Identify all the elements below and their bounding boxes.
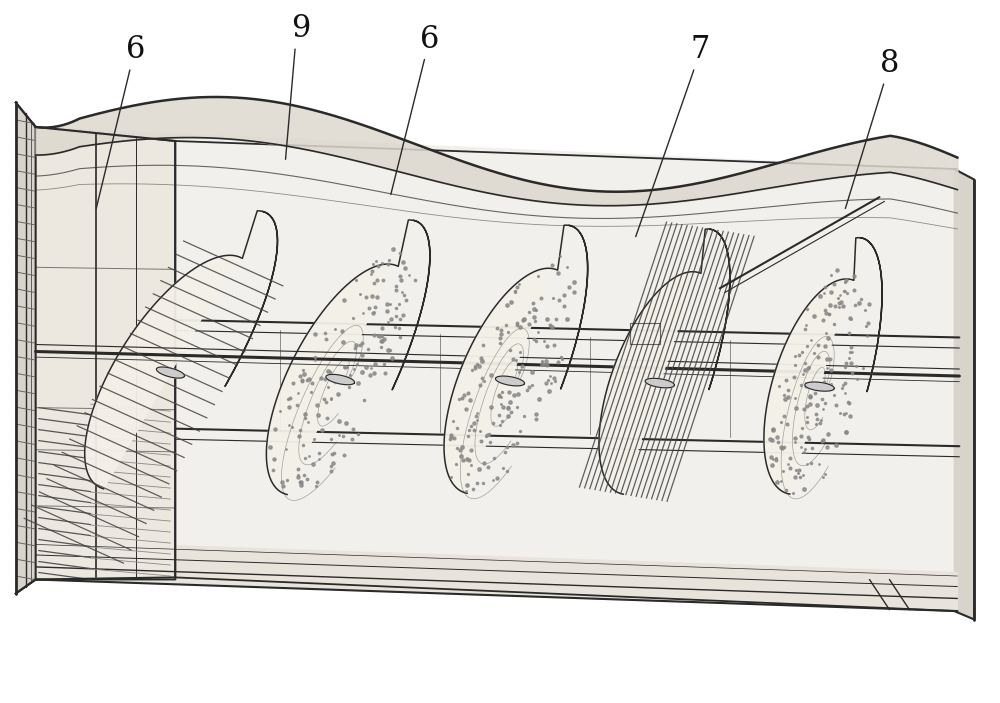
Polygon shape [36, 541, 957, 611]
Polygon shape [85, 211, 277, 489]
Polygon shape [599, 229, 730, 494]
Polygon shape [954, 169, 974, 619]
Polygon shape [444, 225, 588, 494]
Polygon shape [645, 378, 674, 388]
Text: 6: 6 [126, 34, 145, 65]
Polygon shape [805, 382, 834, 391]
Polygon shape [36, 127, 959, 611]
Polygon shape [495, 376, 525, 386]
Polygon shape [326, 375, 355, 385]
Text: 8: 8 [880, 49, 899, 79]
Polygon shape [764, 238, 882, 494]
Text: 9: 9 [291, 13, 310, 44]
Polygon shape [156, 367, 185, 378]
Polygon shape [16, 103, 36, 593]
Text: 7: 7 [690, 34, 709, 65]
Polygon shape [266, 220, 430, 494]
Polygon shape [36, 127, 175, 579]
Text: 6: 6 [420, 24, 440, 55]
